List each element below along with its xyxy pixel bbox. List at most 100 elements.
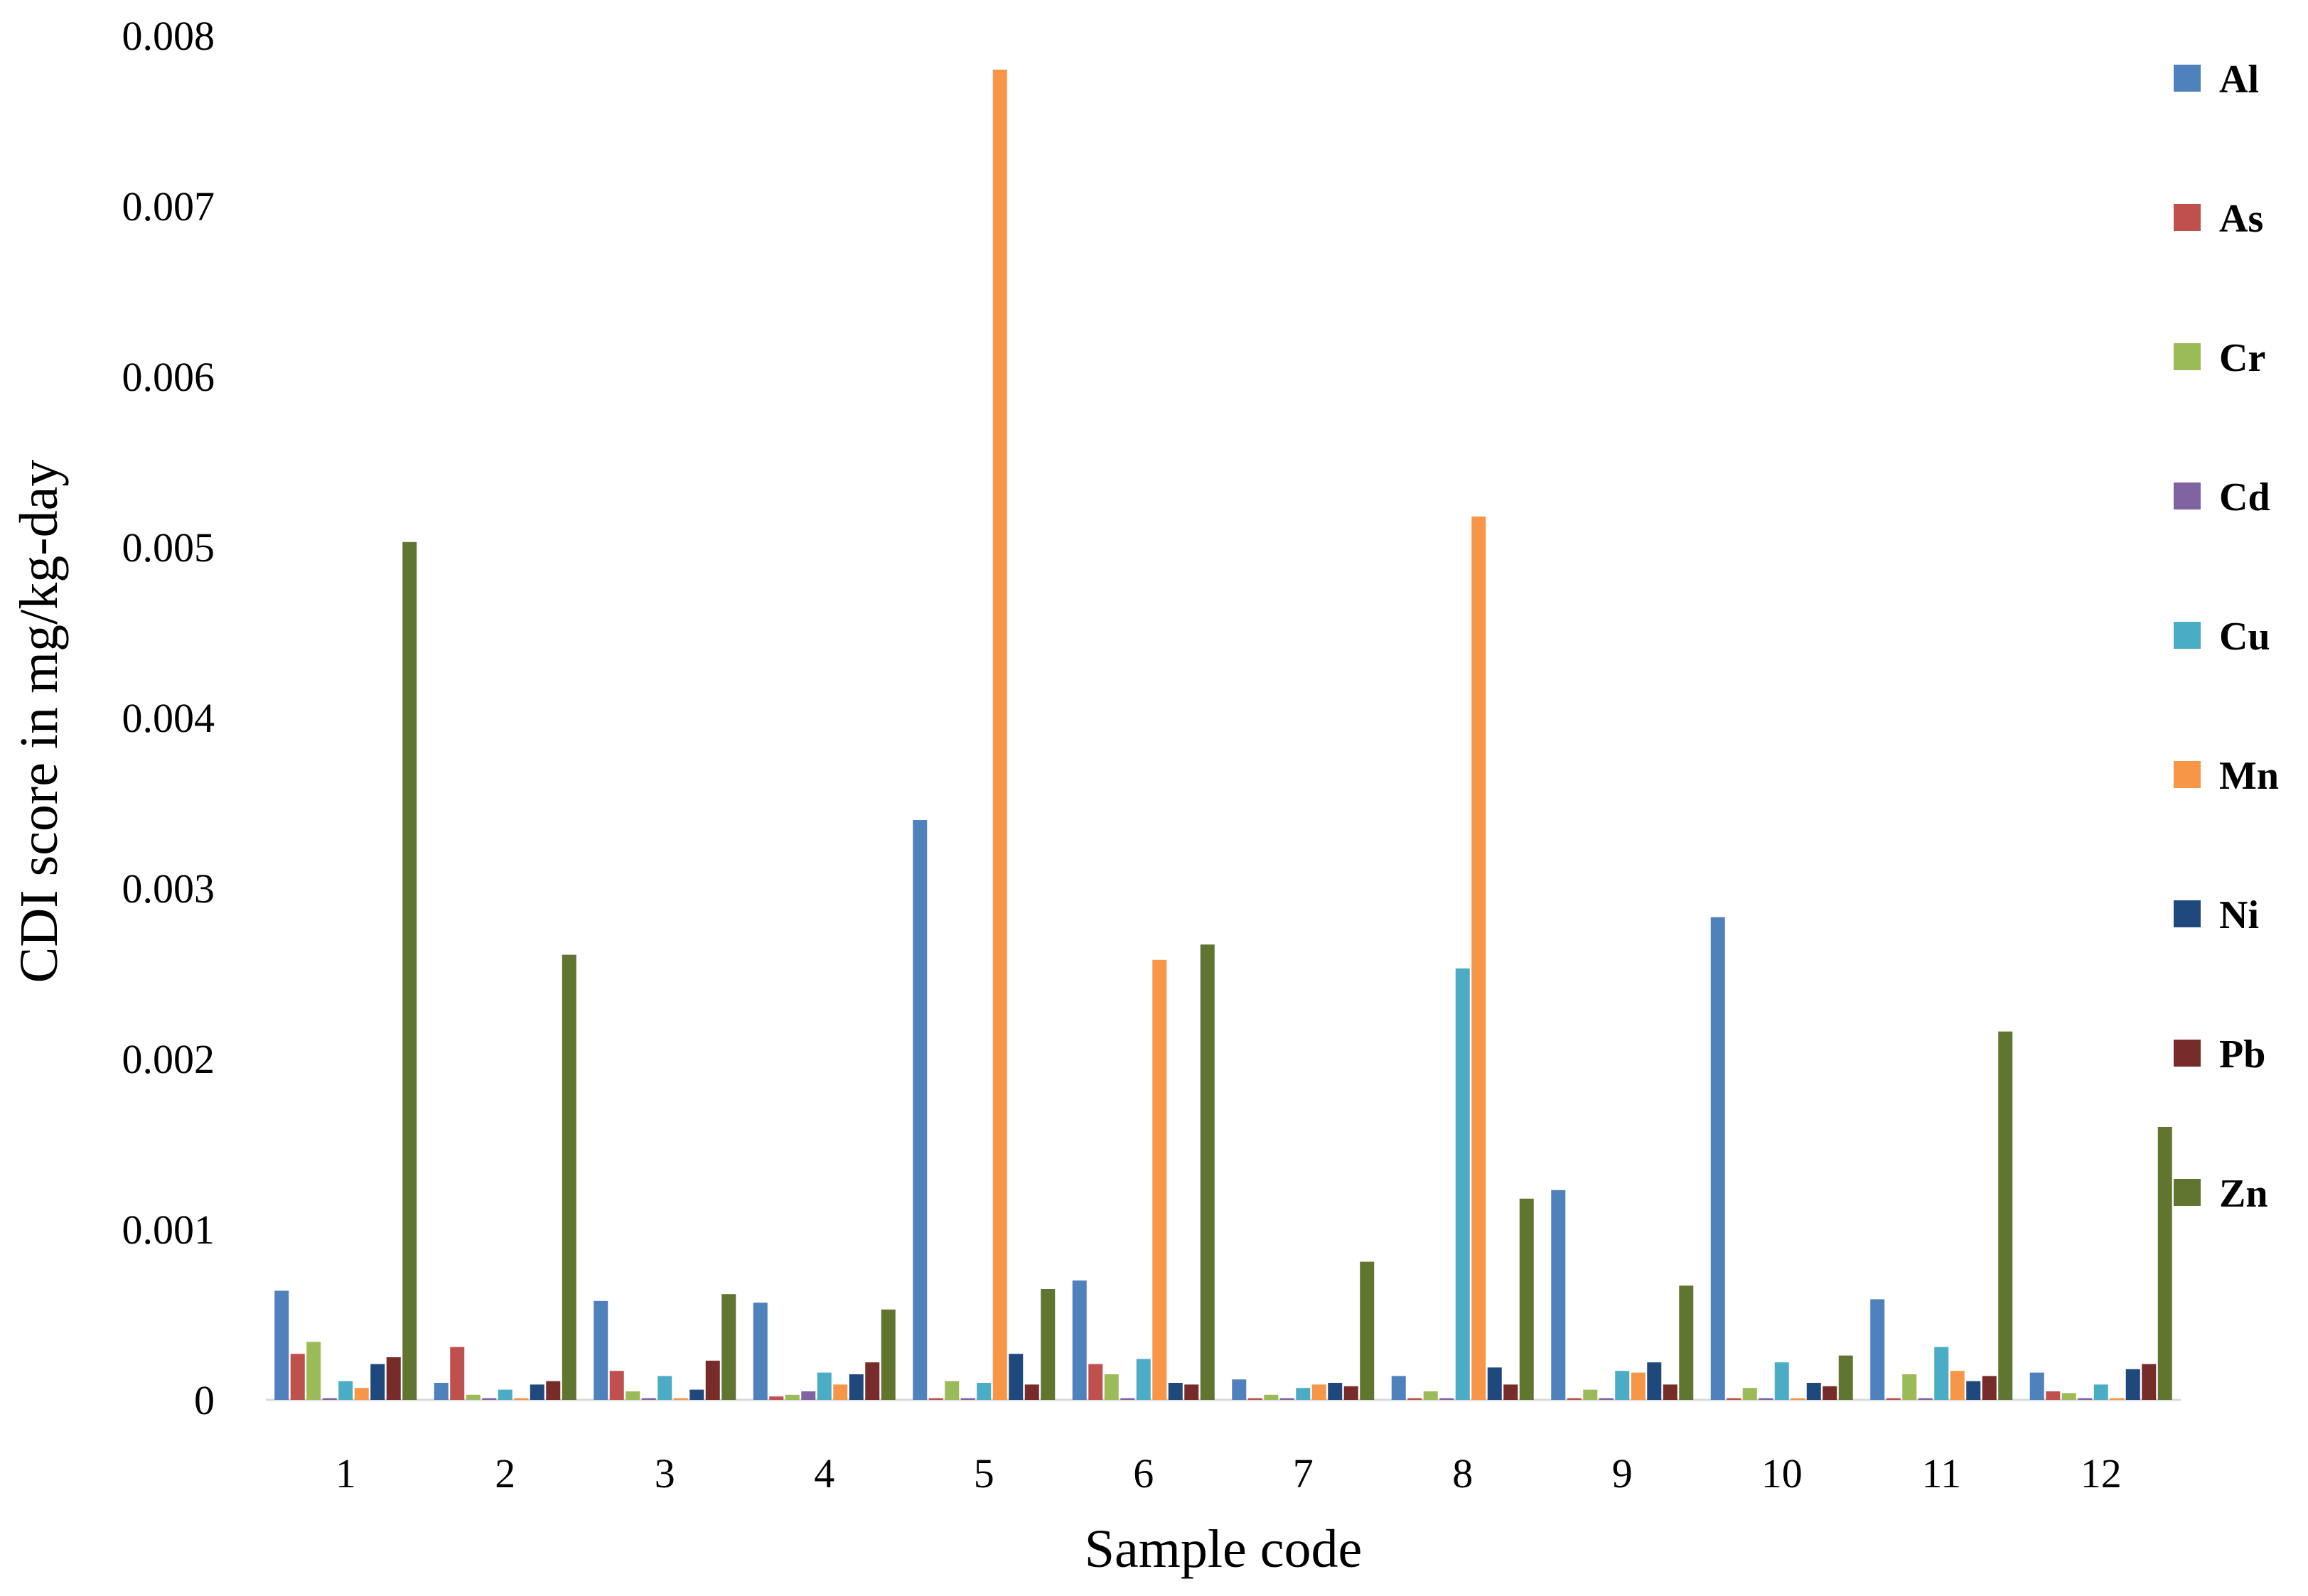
legend-swatch bbox=[2174, 1040, 2201, 1067]
legend-item-cu: Cu bbox=[2174, 615, 2270, 659]
bar-zn-sample-3 bbox=[721, 1294, 736, 1400]
bar-ni-sample-1 bbox=[370, 1364, 385, 1400]
bar-as-sample-11 bbox=[1886, 1398, 1901, 1400]
legend-swatch bbox=[2174, 761, 2201, 788]
bar-cr-sample-7 bbox=[1264, 1394, 1279, 1400]
legend-label: Ni bbox=[2219, 893, 2259, 937]
y-tick-label: 0 bbox=[194, 1377, 215, 1423]
bar-cu-sample-11 bbox=[1934, 1347, 1949, 1400]
bar-zn-sample-6 bbox=[1200, 944, 1215, 1400]
bar-cr-sample-6 bbox=[1104, 1374, 1119, 1400]
bar-cr-sample-2 bbox=[466, 1394, 481, 1400]
x-tick-label: 9 bbox=[1612, 1450, 1633, 1497]
bar-cr-sample-9 bbox=[1583, 1389, 1598, 1400]
bar-as-sample-8 bbox=[1407, 1398, 1422, 1400]
y-tick-label: 0.006 bbox=[122, 354, 215, 400]
bar-al-sample-9 bbox=[1551, 1190, 1566, 1400]
bar-group-sample-4 bbox=[753, 1303, 896, 1400]
bar-al-sample-1 bbox=[274, 1290, 289, 1400]
bar-zn-sample-9 bbox=[1679, 1285, 1694, 1400]
bar-mn-sample-11 bbox=[1950, 1371, 1965, 1400]
bar-ni-sample-3 bbox=[689, 1389, 704, 1400]
bar-cr-sample-12 bbox=[2061, 1393, 2076, 1400]
bar-as-sample-2 bbox=[450, 1347, 465, 1400]
bar-as-sample-9 bbox=[1567, 1398, 1582, 1400]
bar-group-sample-8 bbox=[1391, 516, 1534, 1400]
x-tick-label: 2 bbox=[495, 1450, 515, 1497]
bar-cd-sample-8 bbox=[1439, 1398, 1454, 1400]
bar-group-sample-12 bbox=[2029, 1127, 2172, 1400]
bar-cr-sample-3 bbox=[626, 1391, 640, 1400]
bar-cd-sample-10 bbox=[1759, 1398, 1773, 1400]
bar-zn-sample-12 bbox=[2157, 1127, 2172, 1400]
bar-cu-sample-8 bbox=[1455, 968, 1470, 1400]
bar-pb-sample-7 bbox=[1343, 1386, 1358, 1400]
x-tick-label: 6 bbox=[1133, 1450, 1154, 1497]
bar-pb-sample-9 bbox=[1663, 1384, 1678, 1400]
bar-group-sample-11 bbox=[1870, 1031, 2013, 1400]
bar-as-sample-4 bbox=[769, 1396, 784, 1400]
x-tick-label: 8 bbox=[1452, 1450, 1473, 1497]
bar-ni-sample-7 bbox=[1328, 1383, 1343, 1400]
bar-al-sample-6 bbox=[1072, 1280, 1087, 1400]
bar-as-sample-12 bbox=[2046, 1391, 2061, 1400]
legend-item-cd: Cd bbox=[2174, 475, 2270, 519]
x-axis-title: Sample code bbox=[1085, 1519, 1362, 1579]
bar-cd-sample-12 bbox=[2078, 1398, 2093, 1400]
bar-pb-sample-3 bbox=[705, 1360, 720, 1400]
bar-pb-sample-1 bbox=[386, 1357, 401, 1400]
legend-label: As bbox=[2219, 197, 2263, 241]
bar-mn-sample-2 bbox=[514, 1398, 529, 1400]
legend-label: Cu bbox=[2219, 615, 2270, 659]
bar-as-sample-7 bbox=[1247, 1398, 1262, 1400]
bar-ni-sample-5 bbox=[1009, 1354, 1024, 1400]
bar-zn-sample-2 bbox=[562, 954, 576, 1400]
bar-cd-sample-9 bbox=[1599, 1398, 1614, 1400]
bar-mn-sample-12 bbox=[2110, 1398, 2125, 1400]
bar-pb-sample-10 bbox=[1823, 1386, 1837, 1400]
bar-mn-sample-1 bbox=[354, 1388, 369, 1400]
legend: Al As Cr Cd Cu Mn Ni Pb Zn bbox=[2174, 58, 2279, 1216]
x-tick-label: 11 bbox=[1921, 1450, 1961, 1497]
legend-item-cr: Cr bbox=[2174, 336, 2265, 380]
bar-zn-sample-8 bbox=[1519, 1198, 1534, 1400]
bar-cr-sample-10 bbox=[1742, 1388, 1757, 1400]
y-axis-title: CDI score in mg/kg-day bbox=[9, 460, 69, 983]
bar-mn-sample-9 bbox=[1631, 1372, 1646, 1400]
bar-zn-sample-11 bbox=[1998, 1031, 2013, 1400]
bar-mn-sample-3 bbox=[673, 1398, 688, 1400]
bar-cr-sample-11 bbox=[1902, 1374, 1917, 1400]
bar-al-sample-11 bbox=[1870, 1299, 1885, 1400]
legend-label: Pb bbox=[2219, 1032, 2265, 1077]
bar-group-sample-2 bbox=[434, 954, 576, 1400]
legend-item-ni: Ni bbox=[2174, 893, 2259, 937]
y-tick-label: 0.004 bbox=[122, 695, 215, 741]
bar-ni-sample-11 bbox=[1966, 1381, 1981, 1400]
y-tick-label: 0.007 bbox=[122, 183, 215, 230]
bar-ni-sample-10 bbox=[1806, 1383, 1821, 1400]
bar-cr-sample-8 bbox=[1423, 1391, 1438, 1400]
bar-cr-sample-5 bbox=[945, 1381, 960, 1400]
bar-zn-sample-1 bbox=[402, 541, 417, 1400]
legend-swatch bbox=[2174, 204, 2201, 231]
legend-item-zn: Zn bbox=[2174, 1172, 2268, 1216]
bar-group-sample-9 bbox=[1551, 1190, 1694, 1400]
bar-ni-sample-9 bbox=[1647, 1362, 1662, 1400]
bar-cd-sample-11 bbox=[1918, 1398, 1933, 1400]
bar-group-sample-10 bbox=[1710, 917, 1853, 1400]
bar-cd-sample-1 bbox=[322, 1398, 337, 1400]
bar-al-sample-10 bbox=[1710, 917, 1725, 1400]
legend-swatch bbox=[2174, 343, 2201, 370]
bar-cu-sample-4 bbox=[817, 1372, 832, 1400]
bar-al-sample-4 bbox=[753, 1303, 768, 1400]
bar-as-sample-5 bbox=[928, 1398, 943, 1400]
bar-al-sample-12 bbox=[2029, 1372, 2044, 1400]
legend-swatch bbox=[2174, 1179, 2201, 1206]
x-tick-label: 10 bbox=[1761, 1450, 1803, 1497]
x-axis-tick-labels: 1 2 3 4 5 6 7 8 9 10 11 12 bbox=[336, 1450, 2122, 1497]
bar-group-sample-5 bbox=[913, 70, 1056, 1400]
bar-mn-sample-8 bbox=[1471, 516, 1486, 1400]
bar-cd-sample-6 bbox=[1120, 1398, 1135, 1400]
bar-as-sample-10 bbox=[1727, 1398, 1741, 1400]
